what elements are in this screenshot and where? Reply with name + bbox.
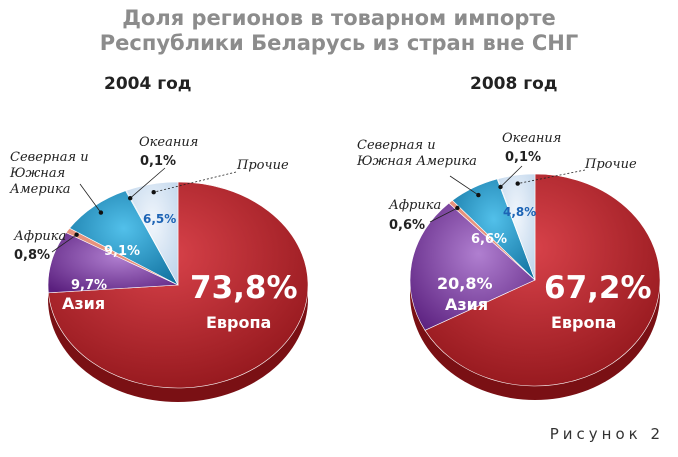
leader-2008-americas: [449, 175, 479, 196]
value-2004-other: 6,5%: [143, 212, 177, 226]
leader-dot-2004-oceania: [128, 196, 133, 201]
leader-dot-2008-americas: [476, 192, 481, 198]
value-2008-asia: 20,8%: [437, 274, 493, 293]
value-2004-asia: 9,7%: [71, 278, 108, 293]
value-2004-africa: 0,8%: [14, 248, 51, 263]
pie-2008: [409, 173, 661, 400]
value-2008-europe: 67,2%: [544, 270, 652, 306]
label-2004-africa: Африка: [14, 229, 67, 244]
leader-2008-africa: [429, 207, 458, 223]
slice-2008-europe: [424, 173, 661, 387]
slice-2008-other: [497, 173, 536, 281]
label-2004-asia: Азия: [62, 294, 106, 313]
leader-dot-2008-oceania: [498, 184, 503, 190]
leader-dot-2004-africa: [74, 232, 79, 237]
figure-label: Рисунок 2: [549, 425, 664, 443]
title-line-2: Республики Беларусь из стран вне СНГ: [99, 31, 579, 55]
leader-2004-americas: [79, 183, 102, 213]
value-2008-other: 4,8%: [503, 205, 537, 219]
pie-2004: [47, 181, 309, 402]
value-2008-americas: 6,6%: [471, 232, 508, 247]
label-2004-europe: Европа: [206, 313, 272, 332]
label-2008-asia: Азия: [445, 295, 489, 314]
label-2008-americas: Северная и Южная Америка: [357, 138, 477, 169]
year-2008-title: 2008 год: [470, 74, 558, 94]
label-2004-other: Прочие: [237, 158, 289, 173]
value-2008-oceania: 0,1%: [505, 150, 542, 165]
value-2004-oceania: 0,1%: [140, 154, 177, 169]
label-2008-oceania: Океания: [502, 131, 562, 146]
leader-dot-2004-americas: [98, 210, 104, 215]
slice-2004-asia: [47, 232, 179, 294]
leader-2008-other: [517, 169, 586, 184]
slice-2004-other: [125, 181, 179, 286]
leader-dot-2008-other: [515, 181, 520, 186]
value-2004-americas: 9,1%: [104, 244, 141, 259]
label-2004-oceania: Океания: [139, 135, 199, 150]
leader-dot-2004-other: [151, 190, 156, 195]
value-2004-europe: 73,8%: [190, 270, 298, 306]
label-2008-europe: Европа: [551, 313, 617, 332]
title-line-1: Доля регионов в товарном импорте: [122, 6, 556, 30]
label-2008-africa: Африка: [389, 198, 442, 213]
label-2008-other: Прочие: [585, 157, 637, 172]
chart-title: Доля регионов в товарном импорте Республ…: [0, 6, 678, 56]
leader-2008-oceania: [500, 165, 523, 188]
label-2004-americas: Северная и Южная Америка: [10, 150, 89, 197]
slice-2008-asia: [409, 202, 536, 331]
leader-2004-africa: [51, 234, 77, 253]
leader-lines: [51, 165, 586, 253]
year-2004-title: 2004 год: [104, 74, 192, 94]
leader-dot-2008-africa: [455, 205, 460, 211]
leader-2004-oceania: [129, 167, 166, 199]
value-2008-africa: 0,6%: [389, 218, 426, 233]
